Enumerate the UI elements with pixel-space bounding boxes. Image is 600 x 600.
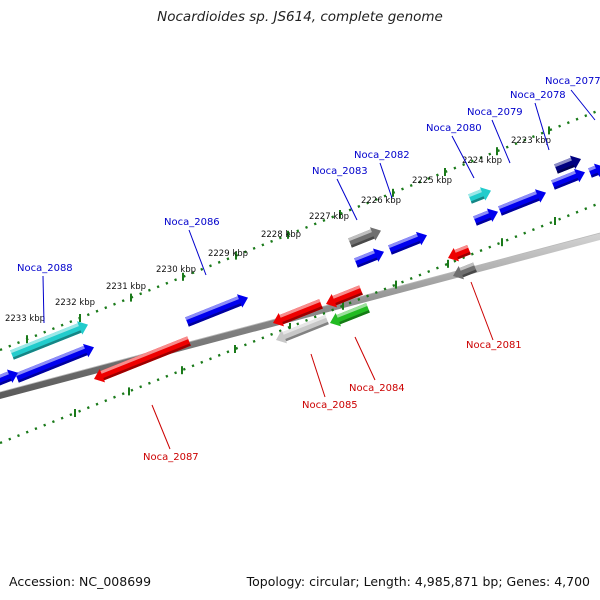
map-title: Nocardioides sp. JS614, complete genome [157, 9, 443, 25]
gene-block-blue [473, 208, 498, 226]
gene-label-leader [534, 102, 550, 151]
gene-label: Noca_2077 [545, 76, 600, 87]
genome-stats-label: Topology: circular; Length: 4,985,871 bp… [246, 574, 590, 589]
gene-label: Noca_2087 [143, 452, 199, 463]
gene-block-cyan [468, 187, 491, 204]
gene-block-red [448, 244, 471, 262]
gene-block-blue [498, 189, 546, 216]
gene-block-green [330, 303, 370, 327]
gene-label-leader [151, 404, 171, 450]
scale-label: 2230 kbp [156, 265, 196, 275]
gene-block-blue [551, 168, 585, 190]
gene-label: Noca_2078 [510, 90, 566, 101]
scale-label: 2229 kbp [208, 249, 248, 259]
scale-label: 2228 kbp [261, 230, 301, 240]
gene-label: Noca_2085 [302, 400, 358, 411]
scale-label: 2227 kbp [309, 212, 349, 222]
gene-block-red [94, 336, 191, 383]
gene-label: Noca_2079 [467, 107, 523, 118]
scale-label: 2225 kbp [412, 176, 452, 186]
gene-label: Noca_2081 [466, 340, 522, 351]
scale-label: 2226 kbp [361, 196, 401, 206]
gene-block-gray [348, 227, 381, 248]
gene-label-leader [354, 336, 376, 381]
gene-block-red [273, 299, 323, 327]
gene-label-leader [336, 178, 358, 221]
gene-label-leader [188, 229, 207, 276]
gene-label: Noca_2086 [164, 217, 220, 228]
scale-label: 2224 kbp [462, 156, 502, 166]
gene-label-leader [451, 135, 475, 179]
gene-label: Noca_2082 [354, 150, 410, 161]
accession-label: Accession: NC_008699 [9, 574, 152, 589]
gene-block-blue [588, 163, 600, 178]
gene-label: Noca_2083 [312, 166, 368, 177]
gene-label-leader [310, 353, 326, 398]
gene-label-leader [379, 162, 393, 199]
gene-label: Noca_2084 [349, 383, 405, 394]
gene-block-blue [388, 231, 427, 255]
gene-block-blue [15, 343, 95, 383]
gene-block-red [326, 285, 363, 308]
gene-label-leader [42, 275, 45, 324]
gene-label-leader [470, 281, 494, 341]
scale-label: 2232 kbp [55, 298, 95, 308]
gene-block-gray [453, 262, 477, 280]
gene-label: Noca_2088 [17, 263, 73, 274]
gene-block-blue [0, 369, 18, 386]
gene-block-navy [554, 155, 581, 174]
gene-block-blue [185, 294, 248, 327]
gene-block-blue [354, 248, 384, 268]
gene-label-leader [570, 89, 596, 121]
gene-label: Noca_2080 [426, 123, 482, 134]
gene-block-lightgray [276, 314, 329, 344]
scale-label: 2233 kbp [5, 314, 45, 324]
gene-block-cyan [10, 321, 89, 360]
scale-label: 2231 kbp [106, 282, 146, 292]
gene-label-leader [491, 119, 511, 164]
scale-label: 2223 kbp [511, 136, 551, 146]
